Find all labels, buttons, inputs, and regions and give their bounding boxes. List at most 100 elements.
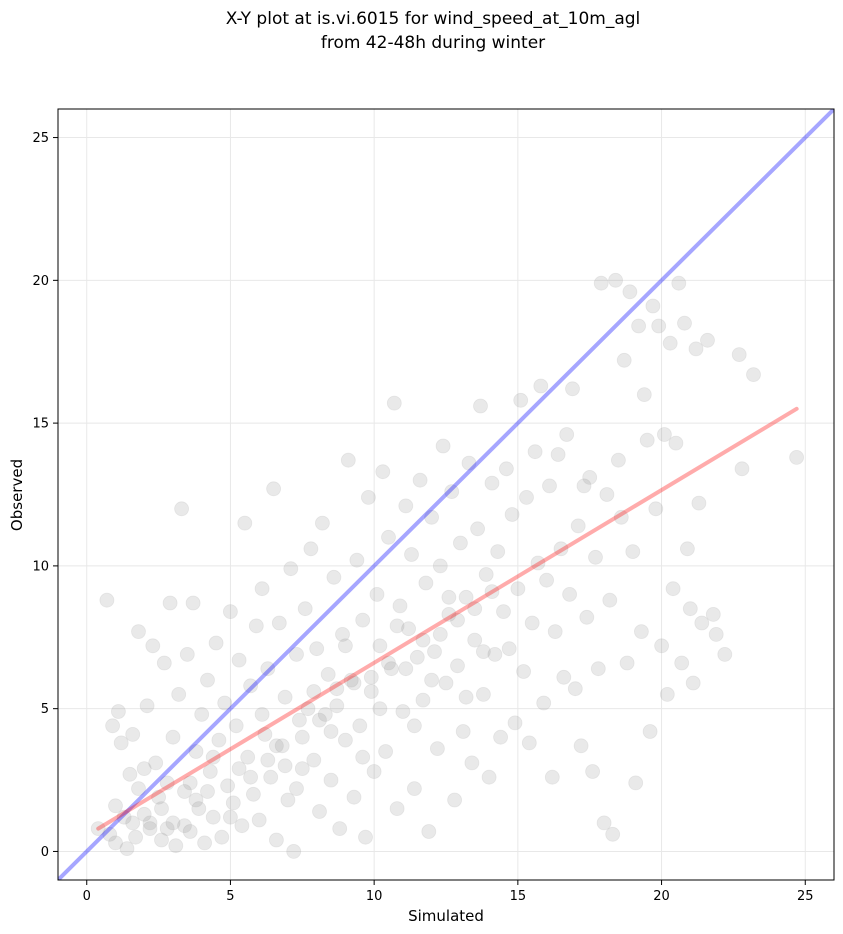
data-point: [332, 821, 348, 836]
data-point: [378, 744, 394, 759]
grid-lines: [58, 109, 834, 880]
data-point: [159, 775, 175, 791]
data-point: [234, 818, 250, 834]
data-point: [90, 821, 106, 836]
data-point: [507, 715, 523, 731]
data-point: [383, 661, 399, 677]
data-point: [260, 661, 276, 677]
data-point: [565, 381, 580, 397]
y-tick-label: 5: [41, 702, 49, 717]
data-point: [148, 755, 164, 771]
data-point: [346, 789, 362, 805]
data-point: [533, 378, 549, 394]
data-point: [567, 681, 583, 697]
data-point: [392, 598, 408, 614]
y-tick-label: 15: [32, 417, 49, 432]
data-point: [432, 627, 448, 642]
data-point: [593, 275, 609, 291]
regression-line: [96, 406, 799, 831]
data-point: [343, 672, 359, 688]
data-point: [174, 501, 190, 517]
data-point: [404, 547, 419, 562]
data-point: [136, 806, 152, 822]
data-point: [300, 701, 316, 717]
data-point: [375, 464, 391, 480]
data-point: [182, 775, 198, 791]
data-point: [424, 672, 440, 688]
x-tick-label: 0: [83, 889, 91, 904]
data-point: [309, 641, 325, 657]
data-point: [119, 841, 135, 856]
data-point: [398, 498, 414, 514]
data-point: [131, 781, 146, 796]
data-point: [277, 758, 293, 774]
data-point: [257, 727, 273, 742]
data-point: [498, 461, 514, 477]
data-point: [317, 707, 333, 722]
data-point: [108, 835, 123, 851]
data-point: [458, 589, 474, 605]
data-point: [312, 804, 327, 819]
data-point: [467, 601, 483, 617]
data-point: [205, 749, 221, 765]
data-point: [576, 478, 592, 494]
data-point: [553, 541, 569, 557]
data-point: [283, 561, 299, 577]
data-point: [177, 784, 192, 799]
data-point: [501, 641, 517, 657]
data-point: [455, 724, 471, 739]
data-point: [381, 655, 396, 671]
data-point: [139, 698, 155, 714]
data-point: [608, 272, 623, 288]
data-point: [432, 558, 448, 574]
data-point: [111, 704, 126, 719]
data-point: [102, 826, 118, 842]
data-point: [429, 741, 445, 756]
data-point: [116, 809, 132, 825]
data-point: [346, 675, 362, 691]
data-point: [450, 658, 465, 674]
data-point: [337, 732, 353, 748]
data-point: [113, 735, 129, 751]
data-point: [355, 749, 371, 765]
data-point: [214, 829, 230, 845]
data-point: [680, 541, 695, 557]
x-axis: 0 5 10 15 20 25: [83, 880, 814, 904]
data-point: [674, 655, 690, 671]
data-point: [582, 469, 598, 485]
data-point: [596, 815, 612, 831]
data-point: [243, 769, 259, 785]
data-point: [340, 452, 356, 468]
data-point: [108, 798, 123, 814]
data-point: [734, 461, 750, 477]
data-point: [99, 592, 115, 608]
data-point: [277, 689, 293, 705]
data-point: [513, 392, 529, 408]
data-point: [550, 447, 566, 462]
y-tick-label: 0: [41, 845, 49, 860]
data-point: [412, 472, 428, 488]
data-point: [642, 724, 658, 739]
fit-lines: [58, 109, 834, 880]
data-point: [648, 501, 664, 517]
data-point: [634, 624, 649, 639]
chart-title-line-2: from 42-48h during winter: [321, 33, 545, 53]
data-point: [573, 738, 589, 754]
data-point: [291, 712, 307, 728]
data-point: [122, 766, 138, 782]
data-point: [389, 801, 405, 816]
plot-frame: [57, 108, 835, 881]
data-point: [562, 587, 577, 602]
data-point: [484, 584, 500, 599]
data-point: [527, 444, 543, 460]
data-point: [536, 695, 552, 711]
data-point: [665, 581, 681, 597]
data-point: [639, 432, 655, 448]
x-axis-label: Simulated: [408, 907, 484, 925]
data-point: [168, 838, 184, 854]
data-point: [228, 718, 244, 734]
data-point: [406, 718, 422, 734]
data-point: [625, 544, 641, 559]
data-point: [202, 764, 218, 779]
data-point: [590, 661, 606, 677]
